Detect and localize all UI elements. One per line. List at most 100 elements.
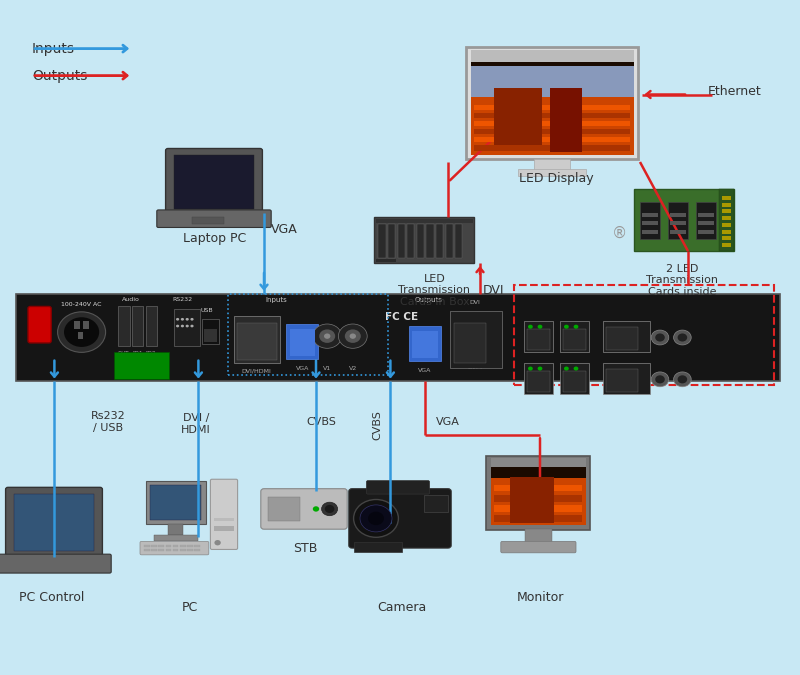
Text: V2: V2 — [349, 366, 357, 371]
FancyBboxPatch shape — [474, 105, 630, 110]
FancyBboxPatch shape — [534, 159, 570, 171]
Circle shape — [186, 325, 189, 327]
FancyBboxPatch shape — [471, 50, 634, 62]
FancyBboxPatch shape — [204, 329, 217, 342]
FancyBboxPatch shape — [378, 224, 386, 258]
Text: DVI-I: DVI-I — [468, 364, 482, 370]
Circle shape — [58, 312, 106, 352]
Text: LED Display: LED Display — [518, 172, 594, 186]
FancyBboxPatch shape — [14, 494, 94, 551]
FancyBboxPatch shape — [510, 477, 554, 523]
FancyBboxPatch shape — [180, 549, 186, 551]
Text: Rs232
/ USB: Rs232 / USB — [90, 411, 126, 433]
Circle shape — [313, 506, 319, 512]
Circle shape — [176, 318, 179, 321]
FancyBboxPatch shape — [518, 169, 586, 176]
Text: LED
Transmission
Cards in Box: LED Transmission Cards in Box — [398, 273, 470, 307]
Circle shape — [528, 367, 533, 371]
Circle shape — [674, 330, 691, 345]
Circle shape — [368, 512, 384, 525]
FancyBboxPatch shape — [722, 209, 731, 213]
FancyBboxPatch shape — [366, 481, 430, 494]
Circle shape — [181, 318, 184, 321]
FancyBboxPatch shape — [698, 213, 714, 217]
FancyBboxPatch shape — [174, 155, 254, 209]
FancyBboxPatch shape — [524, 321, 553, 352]
Text: V1: V1 — [323, 366, 331, 371]
Circle shape — [64, 317, 99, 347]
Circle shape — [538, 367, 542, 371]
FancyBboxPatch shape — [501, 541, 576, 553]
Text: 100-240V AC: 100-240V AC — [62, 302, 102, 307]
FancyBboxPatch shape — [603, 363, 650, 394]
Text: CVBS: CVBS — [306, 417, 337, 427]
FancyBboxPatch shape — [560, 363, 589, 394]
Text: FC CE: FC CE — [385, 313, 418, 322]
FancyBboxPatch shape — [719, 189, 734, 251]
FancyBboxPatch shape — [417, 224, 424, 258]
FancyBboxPatch shape — [78, 332, 83, 339]
FancyBboxPatch shape — [563, 329, 586, 350]
FancyBboxPatch shape — [474, 113, 630, 118]
Text: AD1: AD1 — [132, 350, 143, 356]
FancyBboxPatch shape — [237, 323, 277, 360]
FancyBboxPatch shape — [527, 371, 550, 392]
FancyBboxPatch shape — [16, 294, 780, 381]
Circle shape — [574, 325, 578, 329]
FancyBboxPatch shape — [642, 213, 658, 217]
FancyBboxPatch shape — [491, 463, 586, 525]
FancyBboxPatch shape — [560, 321, 589, 352]
Circle shape — [651, 372, 669, 387]
FancyBboxPatch shape — [210, 479, 238, 549]
FancyBboxPatch shape — [374, 217, 474, 263]
FancyBboxPatch shape — [157, 210, 271, 227]
FancyBboxPatch shape — [74, 321, 80, 329]
Text: AD2: AD2 — [146, 350, 157, 356]
FancyBboxPatch shape — [696, 202, 716, 239]
FancyBboxPatch shape — [698, 230, 714, 234]
Text: DVI /
HDMI: DVI / HDMI — [181, 413, 211, 435]
Circle shape — [350, 333, 356, 339]
FancyBboxPatch shape — [166, 148, 262, 215]
FancyBboxPatch shape — [376, 219, 473, 223]
Text: OFF: OFF — [34, 334, 46, 340]
Text: ON: ON — [34, 314, 45, 319]
FancyBboxPatch shape — [173, 549, 178, 551]
FancyBboxPatch shape — [634, 189, 734, 251]
Circle shape — [176, 325, 179, 327]
Circle shape — [538, 325, 542, 329]
Circle shape — [190, 325, 194, 327]
Text: Outputs: Outputs — [32, 69, 87, 82]
Circle shape — [190, 318, 194, 321]
Circle shape — [655, 375, 665, 383]
FancyBboxPatch shape — [166, 549, 171, 551]
Text: DVI: DVI — [470, 300, 481, 305]
FancyBboxPatch shape — [698, 221, 714, 225]
FancyBboxPatch shape — [168, 524, 183, 535]
FancyBboxPatch shape — [446, 224, 453, 258]
FancyBboxPatch shape — [670, 221, 686, 225]
FancyBboxPatch shape — [474, 121, 630, 126]
FancyBboxPatch shape — [140, 541, 209, 555]
FancyBboxPatch shape — [0, 554, 111, 573]
Text: STB: STB — [294, 541, 318, 555]
Text: O: O — [37, 325, 42, 334]
FancyBboxPatch shape — [144, 545, 150, 547]
FancyBboxPatch shape — [132, 306, 143, 346]
Circle shape — [651, 330, 669, 345]
FancyBboxPatch shape — [722, 223, 731, 227]
Text: ®: ® — [612, 225, 628, 240]
FancyBboxPatch shape — [151, 549, 157, 551]
Text: Inputs: Inputs — [265, 297, 287, 302]
FancyBboxPatch shape — [563, 371, 586, 392]
Text: PC: PC — [182, 601, 198, 614]
FancyBboxPatch shape — [286, 324, 318, 359]
FancyBboxPatch shape — [354, 542, 402, 552]
FancyBboxPatch shape — [642, 230, 658, 234]
Circle shape — [574, 367, 578, 371]
Text: Audio: Audio — [122, 296, 139, 302]
Circle shape — [564, 325, 569, 329]
FancyBboxPatch shape — [474, 129, 630, 134]
Circle shape — [214, 540, 221, 545]
FancyBboxPatch shape — [187, 545, 193, 547]
